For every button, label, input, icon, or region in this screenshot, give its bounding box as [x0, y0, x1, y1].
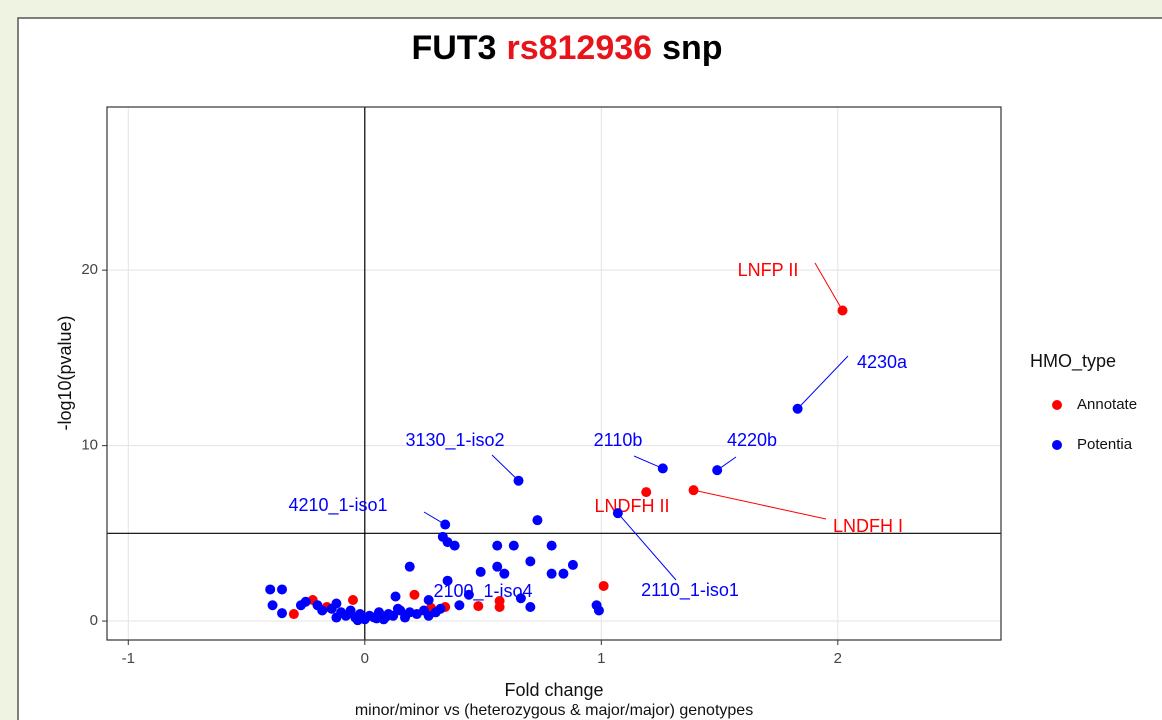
point: [532, 515, 543, 526]
point: [371, 613, 382, 624]
label-leader: [633, 455, 663, 469]
point: [277, 608, 288, 619]
chart-title: FUT3 rs812936 snp: [411, 29, 722, 67]
legend-swatch: [1052, 440, 1062, 450]
point: [598, 580, 609, 591]
point: [300, 596, 311, 607]
point: [277, 584, 288, 595]
point: [558, 568, 569, 579]
point-label: LNFP II: [738, 260, 799, 280]
plot-panel: [107, 107, 1001, 640]
point: [409, 589, 420, 600]
point: [265, 584, 276, 595]
point: [593, 605, 604, 616]
point: [442, 575, 453, 586]
point: [331, 612, 342, 623]
y-tick-label: 0: [90, 612, 98, 629]
legend-label: Potentia: [1077, 436, 1133, 453]
label-leader: [491, 454, 519, 482]
point: [317, 605, 328, 616]
point: [347, 594, 358, 605]
point: [494, 602, 505, 613]
y-tick-label: 10: [81, 437, 98, 454]
legend-label: Annotate: [1077, 396, 1137, 413]
title-part: rs812936: [506, 29, 652, 67]
point: [440, 519, 451, 530]
point: [392, 603, 403, 614]
legend-swatch: [1052, 400, 1062, 410]
point: [454, 600, 465, 611]
point: [525, 556, 536, 567]
x-axis-label: Fold change: [504, 680, 603, 700]
point: [423, 594, 434, 605]
point: [546, 568, 557, 579]
point: [475, 566, 486, 577]
y-axis-label: -log10(pvalue): [55, 315, 75, 430]
point: [435, 603, 446, 614]
point: [641, 487, 652, 498]
point: [508, 540, 519, 551]
point-label: 3130_1-iso2: [405, 430, 504, 451]
point: [525, 602, 536, 613]
point: [688, 485, 699, 496]
point: [515, 593, 526, 604]
point-label: LNDFH I: [833, 516, 903, 536]
point: [546, 540, 557, 551]
point-label: 4230a: [857, 352, 908, 372]
point-label: 2110_1-iso1: [641, 580, 739, 601]
point: [381, 611, 392, 622]
point: [463, 589, 474, 600]
x-axis-label-2: minor/minor vs (heterozygous & major/maj…: [355, 702, 753, 719]
point: [288, 609, 299, 620]
point: [404, 561, 415, 572]
point: [492, 540, 503, 551]
point: [473, 601, 484, 612]
point: [657, 463, 668, 474]
point: [612, 508, 623, 519]
point-label: 4220b: [727, 430, 777, 450]
point-label: 2110b: [594, 430, 643, 450]
point-label: LNDFH II: [594, 496, 669, 516]
point-label: 2100_1-iso4: [433, 581, 532, 602]
y-tick-label: 20: [81, 261, 98, 278]
point: [492, 561, 503, 572]
title-part: snp: [662, 29, 722, 67]
point: [331, 598, 342, 609]
point: [390, 591, 401, 602]
label-leader: [797, 355, 849, 410]
x-tick-label: 1: [597, 650, 605, 667]
point: [449, 540, 460, 551]
x-tick-label: 2: [834, 650, 842, 667]
plot-border: [106, 106, 1002, 641]
point: [345, 605, 356, 616]
title-part: FUT3: [411, 29, 496, 67]
label-leader: [617, 512, 677, 581]
point: [712, 465, 723, 476]
label-leader: [814, 262, 843, 311]
point-label: 4210_1-iso1: [288, 495, 387, 516]
point: [267, 600, 278, 611]
x-tick-label: 0: [361, 650, 369, 667]
point: [499, 568, 510, 579]
point: [792, 403, 803, 414]
point: [352, 615, 363, 626]
point: [837, 305, 848, 316]
legend-title: HMO_type: [1030, 351, 1116, 372]
label-leader: [693, 489, 827, 520]
x-tick-label: -1: [122, 650, 135, 667]
point: [513, 475, 524, 486]
point: [567, 559, 578, 570]
